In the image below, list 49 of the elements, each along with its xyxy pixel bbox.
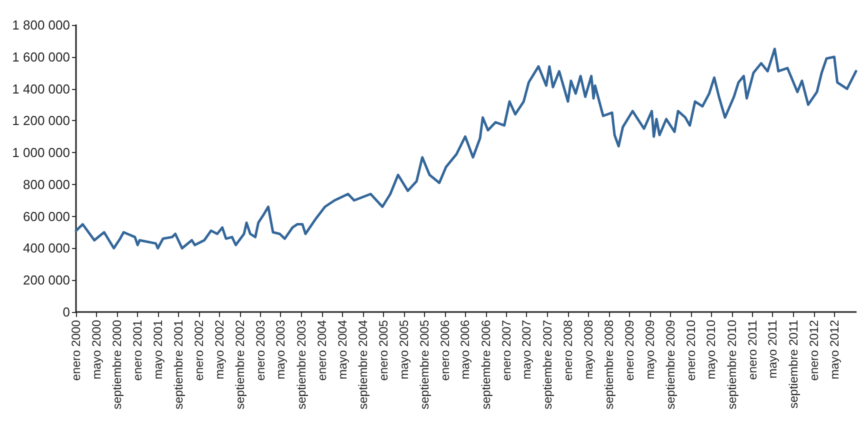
x-tick-label: enero 2004: [314, 320, 329, 381]
x-tick-label: mayo 2007: [520, 320, 534, 380]
x-tick-label: enero 2010: [684, 320, 698, 381]
x-tick-label: septiembre 2002: [232, 320, 247, 410]
x-tick-label: septiembre 2003: [294, 320, 308, 410]
x-tick-label: septiembre 2008: [602, 320, 616, 410]
x-tick-label: enero 2000: [69, 320, 83, 381]
line-series: [74, 48, 858, 250]
x-tick-label: mayo 2012: [827, 320, 842, 380]
x-tick-label: enero 2002: [192, 320, 206, 381]
y-tick-label: 0: [62, 304, 70, 320]
y-tick-label: 1 200 000: [12, 113, 70, 128]
x-tick-label: septiembre 2011: [786, 320, 800, 408]
x-tick-label: septiembre 2004: [356, 320, 370, 410]
y-tick-label: 1 000 000: [12, 145, 70, 160]
y-tick-label: 600 000: [23, 208, 70, 224]
x-tick-label: mayo 2010: [704, 320, 718, 380]
x-tick-label: mayo 2004: [335, 320, 350, 380]
x-tick-label: mayo 2002: [212, 320, 226, 380]
x-tick-label: mayo 2008: [581, 320, 596, 380]
x-tick-label: septiembre 2005: [418, 320, 432, 410]
x-tick-label: septiembre 2007: [540, 320, 554, 410]
x-tick-label: enero 2003: [254, 320, 268, 381]
x-tick-label: mayo 2003: [274, 320, 288, 380]
x-tick-label: mayo 2000: [89, 320, 104, 380]
x-tick-label: mayo 2006: [458, 320, 472, 380]
x-tick-label: enero 2005: [376, 320, 391, 381]
y-tick-label: 1 400 000: [12, 81, 70, 96]
x-tick-label: septiembre 2006: [478, 320, 493, 410]
x-tick-label: septiembre 2000: [110, 320, 124, 410]
y-tick-label: 400 000: [23, 240, 70, 256]
y-tick-label: 800 000: [23, 176, 70, 192]
x-tick-label: enero 2012: [806, 320, 821, 381]
x-tick-label: septiembre 2009: [663, 320, 678, 410]
x-tick-label: enero 2006: [438, 320, 452, 381]
x-tick-label: septiembre 2010: [724, 320, 739, 410]
x-tick-label: enero 2009: [622, 320, 637, 381]
x-tick-label: septiembre 2001: [172, 320, 186, 410]
x-tick-label: mayo 2011: [766, 320, 780, 378]
x-tick-label: mayo 2005: [396, 320, 411, 380]
x-tick-label: enero 2001: [130, 320, 145, 381]
x-tick-label: enero 2008: [560, 320, 575, 381]
x-tick-label: mayo 2001: [150, 320, 165, 380]
x-tick-label: enero 2007: [499, 320, 514, 381]
x-tick-label: mayo 2009: [642, 320, 657, 380]
y-tick-label: 200 000: [23, 272, 70, 288]
x-tick-label: enero 2011: [745, 320, 760, 380]
y-tick-label: 1 600 000: [12, 49, 70, 64]
y-tick-label: 1 800 000: [12, 18, 70, 32]
